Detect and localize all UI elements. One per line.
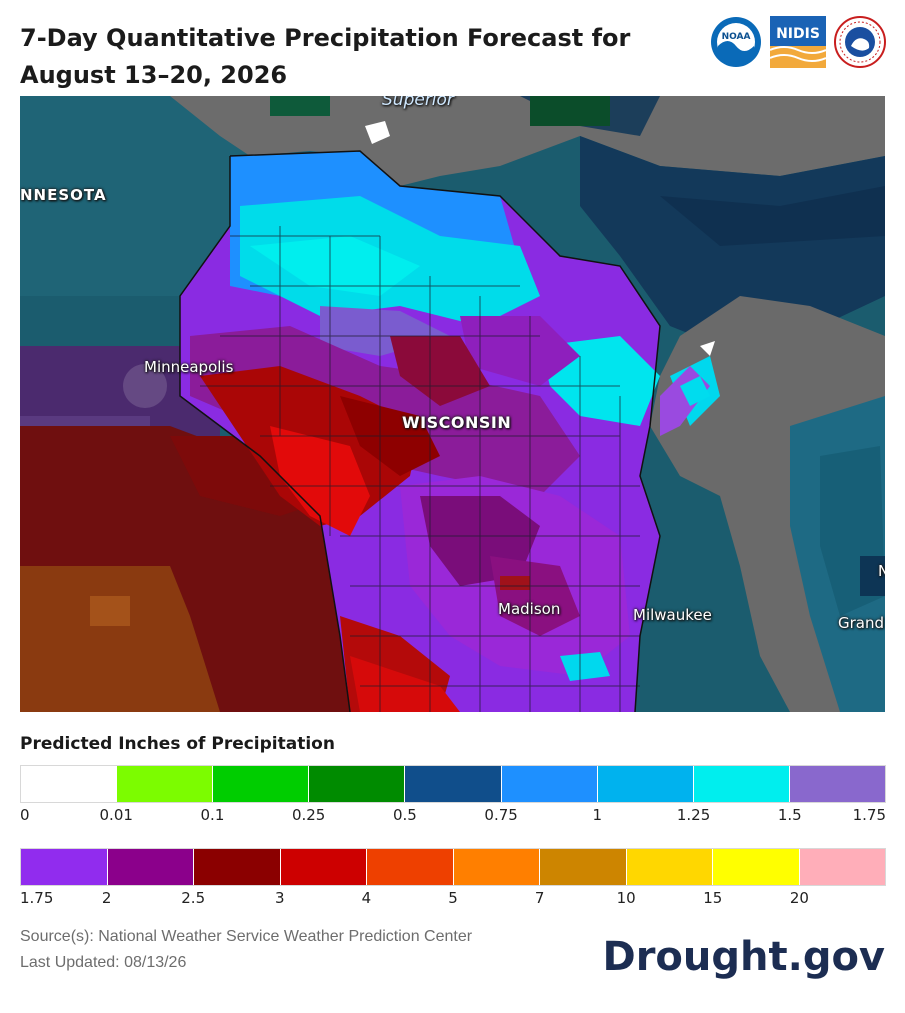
legend-tick-label: 1.75 bbox=[20, 889, 54, 907]
legend-tick-label: 1.75 bbox=[852, 806, 886, 824]
legend-tick-label: 0.25 bbox=[291, 806, 326, 824]
legend-tick-label: 1 bbox=[592, 806, 603, 824]
legend-ticks-high: 1.75 2 2.5 3 4 5 7 10 15 20 bbox=[20, 889, 886, 909]
legend-tick-label: 0.5 bbox=[392, 806, 417, 824]
label-edge: N bbox=[878, 562, 885, 580]
label-minneapolis: Minneapolis bbox=[144, 358, 234, 376]
precipitation-map[interactable]: Superior NNESOTA Minneapolis WISCONSIN M… bbox=[20, 96, 885, 712]
map-canvas bbox=[20, 96, 885, 712]
legend-bar-low bbox=[20, 765, 886, 803]
legend-swatch bbox=[713, 849, 800, 885]
legend-tick-label: 7 bbox=[534, 889, 545, 907]
label-madison: Madison bbox=[498, 600, 561, 618]
legend-tick-label: 15 bbox=[703, 889, 723, 907]
legend-swatch bbox=[626, 849, 713, 885]
svg-text:NIDIS: NIDIS bbox=[776, 26, 820, 42]
legend-tick-label: 0 bbox=[20, 806, 30, 824]
svg-text:NOAA: NOAA bbox=[722, 32, 751, 42]
last-updated: Last Updated: 08/13/26 bbox=[20, 954, 187, 971]
legend-swatch bbox=[309, 766, 406, 802]
legend-tick-label: 1.25 bbox=[676, 806, 711, 824]
source-info: Source(s): National Weather Service Weat… bbox=[20, 924, 472, 976]
legend-swatch bbox=[597, 766, 694, 802]
legend-swatch bbox=[213, 766, 310, 802]
legend-tick-label: 0.75 bbox=[484, 806, 518, 824]
legend-swatch bbox=[693, 766, 790, 802]
map-title: 7-Day Quantitative Precipitation Forecas… bbox=[20, 24, 631, 89]
label-minnesota: NNESOTA bbox=[20, 186, 107, 204]
nidis-logo[interactable]: NIDIS bbox=[770, 16, 826, 68]
legend-title: Predicted Inches of Precipitation bbox=[20, 734, 335, 754]
legend-swatch bbox=[194, 849, 281, 885]
legend-tick-label: 4 bbox=[361, 889, 372, 907]
legend-swatch bbox=[117, 766, 214, 802]
legend-bar-high bbox=[20, 848, 886, 886]
legend-swatch bbox=[789, 766, 885, 802]
legend-ticks-low: 0 0.01 0.1 0.25 0.5 0.75 1 1.25 1.5 1.75 bbox=[20, 806, 886, 826]
legend-tick-label: 1.5 bbox=[777, 806, 802, 824]
nws-logo[interactable] bbox=[834, 16, 886, 68]
legend-swatch bbox=[21, 766, 118, 802]
drought-gov-brand[interactable]: Drought.gov bbox=[602, 934, 886, 980]
legend-swatch bbox=[280, 849, 367, 885]
legend-tick-label: 0.1 bbox=[200, 806, 225, 824]
legend-swatch bbox=[21, 849, 108, 885]
legend-swatch bbox=[799, 849, 885, 885]
legend-tick-label: 10 bbox=[616, 889, 636, 907]
legend-tick-label: 0.01 bbox=[99, 806, 133, 824]
legend-tick-label: 5 bbox=[448, 889, 458, 907]
noaa-logo[interactable]: NOAA bbox=[710, 16, 762, 68]
label-milwaukee: Milwaukee bbox=[633, 606, 712, 624]
legend-swatch bbox=[453, 849, 540, 885]
partner-logos: NOAA NIDIS bbox=[710, 16, 890, 72]
legend-tick-label: 20 bbox=[789, 889, 809, 907]
label-grand: Grand bbox=[838, 614, 885, 632]
legend-swatch bbox=[405, 766, 502, 802]
legend-tick-label: 2.5 bbox=[181, 889, 206, 907]
legend-swatch bbox=[540, 849, 627, 885]
label-wisconsin: WISCONSIN bbox=[402, 413, 512, 432]
legend-swatch bbox=[501, 766, 598, 802]
legend-tick-label: 3 bbox=[275, 889, 285, 907]
legend-swatch bbox=[107, 849, 194, 885]
legend-swatch bbox=[367, 849, 454, 885]
legend-tick-label: 2 bbox=[101, 889, 112, 907]
source-text: Source(s): National Weather Service Weat… bbox=[20, 928, 473, 945]
label-superior: Superior bbox=[382, 96, 454, 110]
